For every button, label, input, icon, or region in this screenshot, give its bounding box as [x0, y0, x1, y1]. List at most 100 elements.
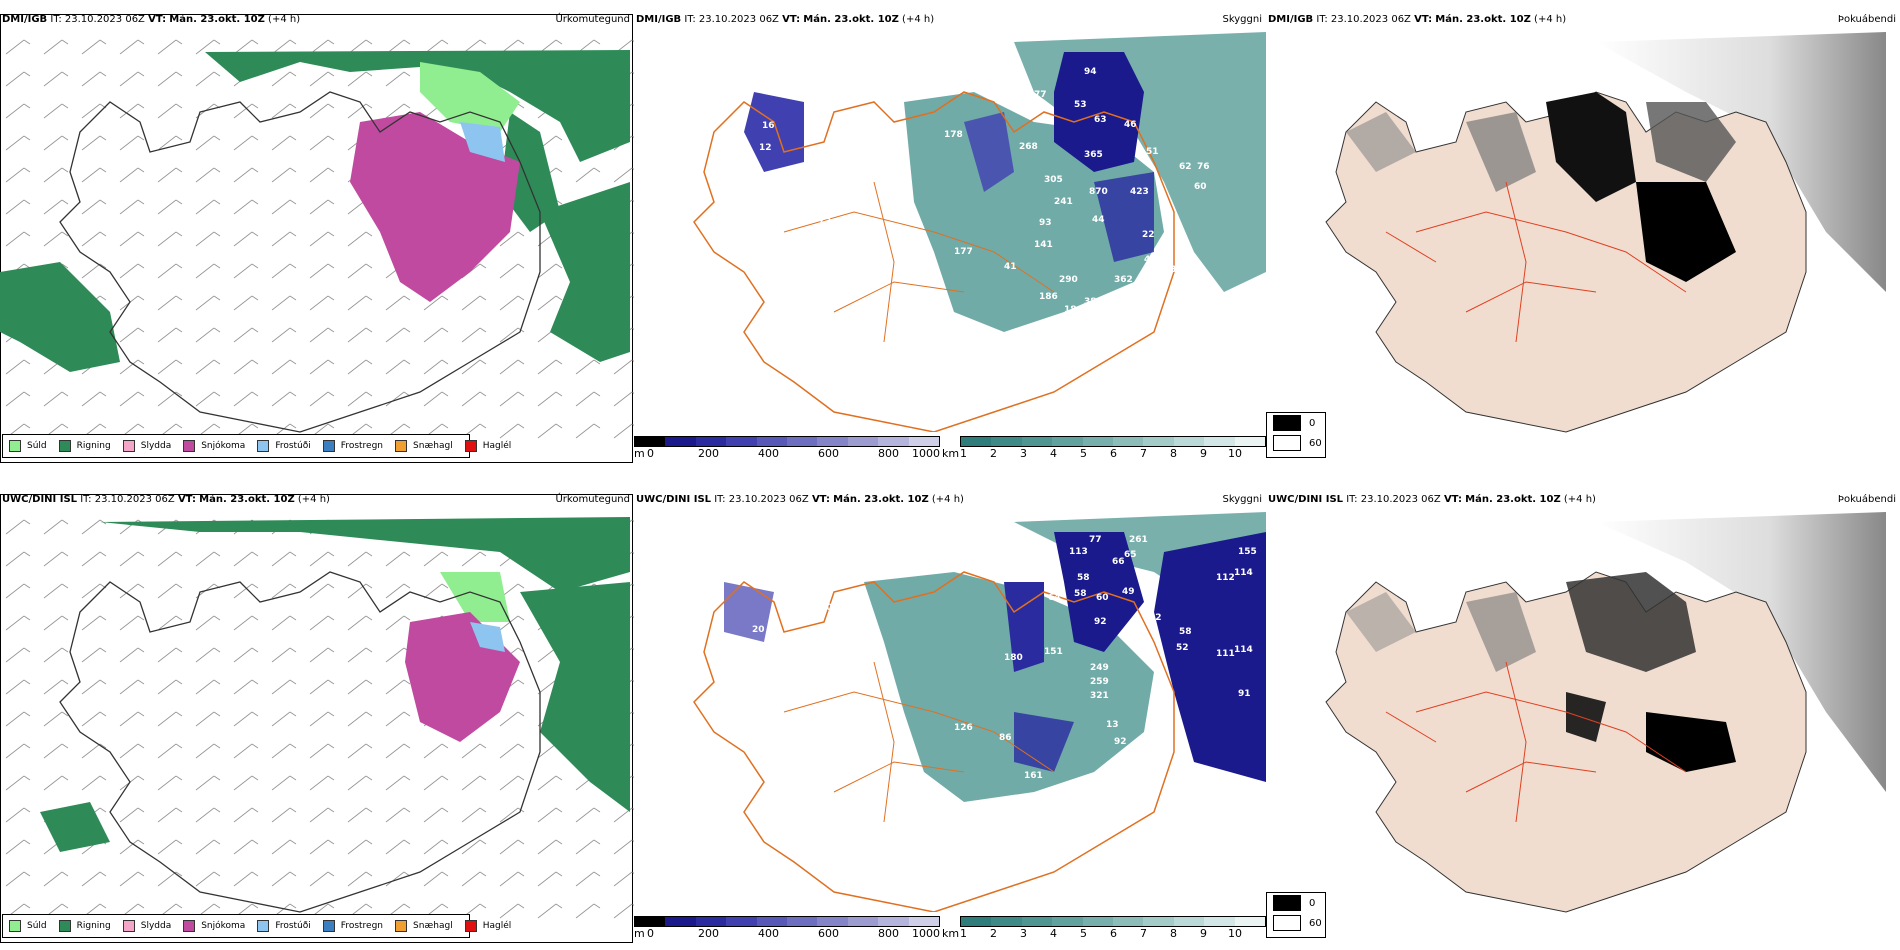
ceiling-label: 58	[1074, 589, 1087, 599]
legend-item: Slydda	[122, 920, 171, 932]
ceiling-label: 20	[752, 625, 765, 635]
legend-item: Haglél	[464, 440, 511, 452]
legend-item: Slydda	[122, 440, 171, 452]
ceiling-label: 114	[1234, 568, 1253, 578]
colorbar-tick: 6	[1110, 447, 1117, 460]
fog-legend-item: 60	[1267, 433, 1325, 453]
colorbar-tick: 3	[1020, 927, 1027, 940]
panel-title: Úrkomutegund	[555, 14, 630, 25]
visibility-colorbar	[960, 916, 1266, 927]
colorbar-tick: 1000	[912, 447, 940, 460]
colorbar-tick: 4	[1050, 927, 1057, 940]
ceiling-label: 143	[1054, 785, 1073, 795]
legend-item: Snjókoma	[183, 920, 245, 932]
colorbar-tick: 0	[647, 447, 654, 460]
ceiling-label: 41	[1004, 262, 1017, 272]
ceiling-label: 161	[1024, 771, 1043, 781]
fog-legend: 0 60	[1266, 892, 1326, 938]
panel-title: Þokuábendi	[1837, 14, 1896, 25]
fog-legend-item: 0	[1267, 413, 1325, 433]
ceiling-colorbar	[634, 916, 940, 927]
visibility-colorbar	[960, 436, 1266, 447]
panel-header: DMI/IGB IT: 23.10.2023 06Z VT: Mán. 23.o…	[2, 14, 301, 25]
ceiling-label: 249	[1090, 663, 1109, 673]
colorbar-tick: 1000	[912, 927, 940, 940]
ceiling-label: 53	[1074, 100, 1087, 110]
snow-area	[350, 112, 520, 302]
ceiling-label: 12	[759, 143, 772, 153]
panel-header: UWC/DINI ISL IT: 23.10.2023 06Z VT: Mán.…	[636, 494, 964, 505]
ceiling-label: 60	[1194, 182, 1207, 192]
ceiling-label: 64	[1048, 593, 1061, 603]
colorbar-tick: 800	[878, 447, 899, 460]
colorbar-tick: 200	[698, 927, 719, 940]
fog-legend: 0 60	[1266, 412, 1326, 458]
ceiling-value-labels: 94 77 53 63 46 16 10 12 178 73 268 365 5…	[734, 67, 1210, 315]
colorbar-tick: 400	[758, 447, 779, 460]
fog-map	[1325, 32, 1886, 433]
colorbar-tick: 10	[1228, 927, 1242, 940]
colorbar-tick: 600	[818, 927, 839, 940]
legend-item: Snæhagl	[395, 440, 453, 452]
ceiling-label: 46	[1124, 120, 1137, 130]
ceiling-label: 186	[1039, 292, 1058, 302]
ceiling-label: 141	[1034, 240, 1053, 250]
ceiling-label: 66	[1112, 557, 1125, 567]
ceiling-label: 111	[1216, 649, 1235, 659]
ceiling-panel-top: DMI/IGB IT: 23.10.2023 06Z VT: Mán. 23.o…	[634, 12, 1266, 464]
precip-panel-top: DMI/IGB IT: 23.10.2023 06Z VT: Mán. 23.o…	[0, 12, 634, 464]
ceiling-label: 62	[1149, 613, 1162, 623]
panel-title: Skyggni	[1222, 494, 1262, 505]
ceiling-panel-bottom: UWC/DINI ISL IT: 23.10.2023 06Z VT: Mán.…	[634, 492, 1266, 944]
colorbar-tick: 10	[1228, 447, 1242, 460]
ceiling-label: 261	[1129, 535, 1148, 545]
rain-area	[205, 50, 630, 162]
ceiling-label: 113	[1069, 547, 1088, 557]
panel-header: UWC/DINI ISL IT: 23.10.2023 06Z VT: Mán.…	[2, 494, 330, 505]
drizzle-area	[420, 62, 520, 132]
panel-header: DMI/IGB IT: 23.10.2023 06Z VT: Mán. 23.o…	[636, 14, 935, 25]
ceiling-label: 259	[1090, 677, 1109, 687]
legend-item: Frostregn	[322, 440, 383, 452]
ceiling-label: 423	[1130, 187, 1149, 197]
ceiling-label: 93	[1039, 218, 1052, 228]
ceiling-label: 180	[1004, 653, 1023, 663]
ceiling-label: 77	[1034, 90, 1047, 100]
colorbar-tick: 0	[647, 927, 654, 940]
panel-title: Þokuábendi	[1837, 494, 1896, 505]
ceiling-label: 73	[819, 215, 832, 225]
colorbar-tick: 3	[1020, 447, 1027, 460]
panel-title: Skyggni	[1222, 14, 1262, 25]
fog-legend-item: 60	[1267, 913, 1325, 933]
ceiling-label: 155	[1238, 547, 1257, 557]
ceiling-label: 13	[1106, 720, 1119, 730]
colorbar-tick: 400	[758, 927, 779, 940]
colorbar-tick: 5	[1080, 447, 1087, 460]
ceiling-value-labels: 77 261 113 65 66 155 114 112 58 58 60 49…	[752, 535, 1257, 795]
ceiling-label: 94	[1084, 67, 1097, 77]
ceiling-label: 389	[1084, 297, 1103, 307]
ceiling-label: 362	[1114, 275, 1133, 285]
colorbar-unit: m	[634, 927, 645, 940]
colorbar-tick: 6	[1110, 927, 1117, 940]
colorbar-tick: 5	[1080, 927, 1087, 940]
precip-legend: Súld Rigning Slydda Snjókoma Frostúði Fr…	[2, 914, 511, 938]
ceiling-label: 77	[1089, 535, 1102, 545]
ceiling-label: 241	[1054, 197, 1073, 207]
panel-header: DMI/IGB IT: 23.10.2023 06Z VT: Mán. 23.o…	[1268, 14, 1567, 25]
colorbar-tick: 1	[960, 927, 967, 940]
legend-item: Snæhagl	[395, 920, 453, 932]
ceiling-map: 77 261 113 65 66 155 114 112 58 58 60 49…	[693, 512, 1266, 912]
ceiling-label: 305	[1044, 175, 1063, 185]
ceiling-colorbar-labels: m 0 200 400 600 800 1000	[634, 447, 944, 461]
ceiling-label: 290	[1059, 275, 1078, 285]
precip-map	[0, 32, 634, 442]
ceiling-label: 58	[1077, 573, 1090, 583]
fog-map	[1325, 512, 1886, 913]
visibility-colorbar-labels: km 1 2 3 4 5 6 7 8 9 10	[942, 927, 1266, 941]
ceiling-label: 112	[1216, 573, 1235, 583]
ceiling-label: 44	[1092, 215, 1105, 225]
legend-item: Súld	[9, 920, 47, 932]
ceiling-label: 62	[1179, 162, 1192, 172]
ceiling-label: 63	[1094, 115, 1107, 125]
